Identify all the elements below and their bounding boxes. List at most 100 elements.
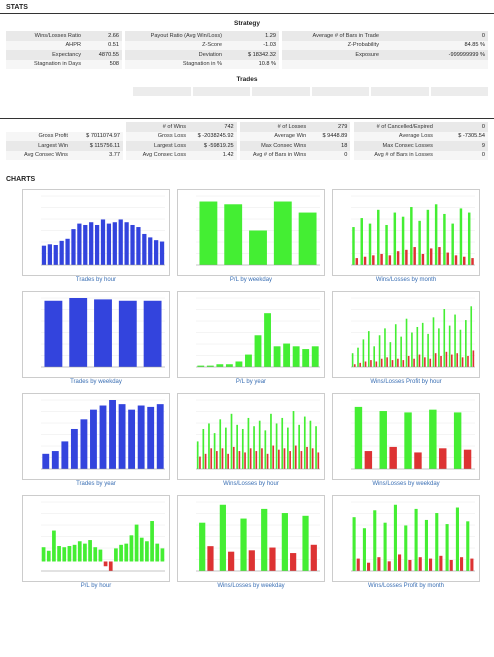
chart-title[interactable]: Trades by hour bbox=[75, 277, 117, 283]
stat-label: Max Consec Losses bbox=[353, 141, 436, 151]
chart-bar-wins bbox=[352, 227, 355, 265]
strategy-table: Wins/Losses Ratio 2.66 Payout Ratio (Avg W… bbox=[6, 31, 488, 69]
chart-bar bbox=[156, 404, 164, 469]
stat-label: Expectancy bbox=[6, 50, 84, 60]
table-row: Largest Win $ 115756.11 Largest Loss $ -598… bbox=[6, 141, 488, 151]
cell-gap bbox=[279, 59, 282, 69]
chart-bar-wins bbox=[275, 423, 278, 469]
chart-cell: P/L by weekday bbox=[177, 189, 325, 285]
chart-cell: Wins/Losses by weekday bbox=[177, 495, 325, 591]
chart-bar-losses bbox=[244, 452, 246, 469]
chart-bar-losses bbox=[439, 448, 447, 469]
chart-bar bbox=[154, 240, 159, 265]
chart-title[interactable]: Wins/Losses by weekday bbox=[217, 583, 285, 589]
cell-gap bbox=[236, 122, 240, 132]
chart-bar bbox=[273, 201, 292, 265]
cell-gap bbox=[350, 131, 354, 141]
cell-gap bbox=[279, 50, 282, 60]
chart-title[interactable]: Wins/Losses Profit by month bbox=[367, 583, 445, 589]
chart-title[interactable]: Trades by weekday bbox=[70, 379, 122, 385]
chart-cell: P/L by year bbox=[177, 291, 325, 387]
stat-label bbox=[6, 122, 71, 132]
trades-placeholder-row bbox=[133, 87, 488, 96]
chart-bar-losses bbox=[289, 451, 291, 469]
stat-label: Average # of Bars in Trade bbox=[282, 31, 382, 41]
chart-cell: P/L by hour bbox=[22, 495, 170, 591]
chart-bar-losses bbox=[363, 256, 367, 265]
chart-bar-wins bbox=[230, 413, 233, 469]
chart-bar-wins bbox=[225, 427, 227, 469]
stat-label: Avg # of Bars in Wins bbox=[239, 150, 310, 160]
chart-title[interactable]: P/L by weekday bbox=[229, 277, 273, 283]
chart-bar-wins bbox=[459, 208, 463, 265]
chart-title[interactable]: P/L by hour bbox=[80, 583, 112, 589]
chart-bar-wins bbox=[303, 416, 306, 469]
chart-bar-losses bbox=[269, 547, 276, 571]
chart-bar bbox=[46, 550, 51, 562]
chart-bar bbox=[83, 224, 88, 265]
chart-bar bbox=[143, 300, 162, 367]
chart-title[interactable]: Wins/Losses by month bbox=[375, 277, 437, 283]
stat-label: Deviation bbox=[125, 50, 225, 60]
chart-bar-losses bbox=[463, 256, 466, 265]
chart-bar-wins bbox=[427, 333, 429, 367]
chart-box bbox=[22, 393, 170, 480]
chart-bar-wins bbox=[389, 342, 392, 367]
chart-bar-losses bbox=[353, 364, 356, 367]
chart-bar-wins bbox=[367, 331, 370, 367]
stat-value: 2.66 bbox=[84, 31, 122, 41]
chart-bar-wins bbox=[281, 417, 284, 469]
chart-bar-losses bbox=[216, 451, 218, 469]
chart-box bbox=[22, 495, 170, 582]
chart-box bbox=[177, 291, 325, 378]
chart-bar bbox=[298, 212, 317, 265]
chart-bar-losses bbox=[472, 350, 475, 367]
chart-bar-losses bbox=[367, 562, 371, 571]
stat-label: Average Win bbox=[239, 131, 310, 141]
chart-bar-wins bbox=[287, 427, 289, 469]
chart-title[interactable]: P/L by year bbox=[235, 379, 267, 385]
chart-bar-wins bbox=[465, 320, 467, 367]
chart-bar bbox=[197, 365, 205, 367]
chart-bar bbox=[114, 548, 118, 562]
chart-cell: Trades by hour bbox=[22, 189, 170, 285]
chart-bar bbox=[69, 298, 88, 367]
chart-bar-losses bbox=[429, 358, 432, 367]
stat-value: $ 9448.89 bbox=[309, 131, 351, 141]
stat-value: $ -7305.54 bbox=[435, 131, 488, 141]
chart-bar bbox=[44, 300, 63, 367]
chart-bar-losses bbox=[454, 255, 458, 265]
chart-bar bbox=[118, 300, 137, 367]
chart-bar-wins bbox=[451, 223, 454, 265]
chart-title[interactable]: Wins/Losses by weekday bbox=[372, 481, 440, 487]
chart-title[interactable]: Wins/Losses by hour bbox=[223, 481, 279, 487]
chart-bar bbox=[139, 537, 144, 562]
chart-box bbox=[22, 291, 170, 378]
chart-bar-wins bbox=[414, 508, 418, 571]
table-row: Gross Profit $ 7011074.97 Gross Loss $ -203… bbox=[6, 131, 488, 141]
chart-bar bbox=[311, 346, 319, 367]
stat-value: 0 bbox=[382, 31, 488, 41]
stat-label: Largest Loss bbox=[126, 141, 190, 151]
chart-bar-losses bbox=[310, 544, 317, 571]
chart-svg bbox=[196, 297, 320, 368]
chart-bar bbox=[129, 535, 134, 562]
stat-value: $ -2038245.92 bbox=[189, 131, 237, 141]
chart-bar bbox=[65, 238, 70, 265]
chart-bar-wins bbox=[219, 504, 226, 571]
chart-title[interactable]: Trades by year bbox=[76, 481, 116, 487]
stat-value: 18 bbox=[309, 141, 351, 151]
chart-bar-wins bbox=[352, 517, 356, 571]
table-row: Expectancy 4870.55 Deviation $ 18342.32 Expo… bbox=[6, 50, 488, 60]
chart-bar bbox=[53, 244, 58, 265]
chart-bar-wins bbox=[292, 411, 295, 469]
chart-bar-wins bbox=[258, 420, 261, 469]
chart-title[interactable]: Wins/Losses Profit by hour bbox=[370, 379, 442, 385]
chart-bar-wins bbox=[445, 524, 449, 571]
stat-value: 1.29 bbox=[225, 31, 279, 41]
stat-value: -999999999 % bbox=[382, 50, 488, 60]
chart-bar bbox=[150, 521, 154, 562]
chart-bar-losses bbox=[391, 360, 394, 367]
chart-bar-losses bbox=[438, 247, 441, 265]
stat-label: Gross Profit bbox=[6, 131, 71, 141]
